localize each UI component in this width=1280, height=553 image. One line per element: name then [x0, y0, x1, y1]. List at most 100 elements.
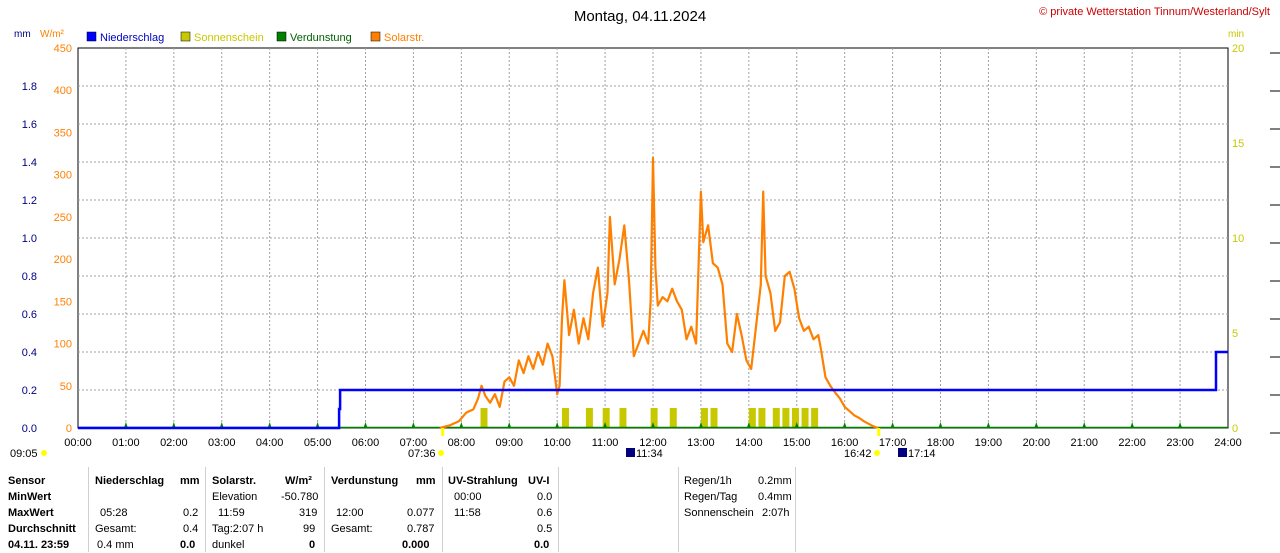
evap-unit: mm — [416, 475, 436, 487]
sonne-val: 2:07h — [762, 507, 790, 519]
evaporation-marker — [698, 422, 703, 428]
x-tick-label: 10:00 — [543, 437, 571, 449]
evaporation-marker — [603, 422, 608, 428]
series-layer — [78, 156, 1228, 430]
solar-max-time: 11:59 — [218, 507, 245, 519]
y-mm-tick-label: 1.2 — [22, 195, 37, 207]
x-tick-label: 15:00 — [783, 437, 811, 449]
evap-max-val: 0.077 — [407, 507, 435, 519]
evaporation-marker — [1034, 422, 1039, 428]
sunshine-bar — [748, 408, 756, 428]
evaporation-marker — [794, 422, 799, 428]
sunshine-bar — [561, 408, 569, 428]
credit-text: © private Wetterstation Tinnum/Westerlan… — [1039, 6, 1270, 18]
y-min-tick-label: 15 — [1232, 138, 1244, 150]
evap-total-val: 0.787 — [407, 523, 435, 535]
x-tick-label: 05:00 — [304, 437, 332, 449]
x-tick-label: 23:00 — [1166, 437, 1194, 449]
x-tick-label: 08:00 — [448, 437, 476, 449]
evap-total-label: Gesamt: — [331, 523, 373, 535]
regentag-val: 0.4mm — [758, 491, 792, 503]
x-tick-label: 03:00 — [208, 437, 236, 449]
evaporation-marker — [459, 422, 464, 428]
sunshine-bar — [619, 408, 627, 428]
x-tick-label: 24:00 — [1214, 437, 1242, 449]
evap-last-val: 0.000 — [402, 539, 430, 551]
y-min-tick-label: 10 — [1232, 233, 1244, 245]
uv-min-time: 00:00 — [454, 491, 482, 503]
x-tick-label: 02:00 — [160, 437, 188, 449]
row-label-min: MinWert — [8, 491, 52, 503]
y-mm-tick-label: 0.6 — [22, 309, 37, 321]
x-tick-label: 18:00 — [927, 437, 955, 449]
chart-title: Montag, 04.11.2024 — [574, 8, 706, 25]
solar-day-val: 99 — [303, 523, 316, 535]
x-tick-label: 20:00 — [1023, 437, 1051, 449]
solar-header: Solarstr. — [212, 475, 257, 487]
x-tick-label: 04:00 — [256, 437, 284, 449]
regentag-label: Regen/Tag — [684, 491, 738, 503]
evaporation-marker — [1130, 422, 1135, 428]
evaporation-marker — [363, 422, 368, 428]
y-w-tick-label: 350 — [54, 127, 72, 139]
evaporation-marker — [555, 422, 560, 428]
solar-line — [439, 156, 879, 430]
stats-table: Sensor MinWert MaxWert Durchschnitt 04.1… — [0, 467, 1280, 552]
y-w-tick-label: 150 — [54, 296, 72, 308]
evaporation-marker — [507, 422, 512, 428]
row-label-avg: Durchschnitt — [8, 523, 76, 535]
sun-marks: 09:05 07:36 11:34 16:42 17:14 — [10, 428, 936, 460]
y-w-tick-label: 50 — [60, 381, 72, 393]
y-w-tick-label: 250 — [54, 212, 72, 224]
legend-label: Niederschlag — [100, 32, 164, 44]
uv-max-time: 11:58 — [454, 507, 481, 519]
sunshine-bar — [772, 408, 780, 428]
y-mm-tick-label: 1.8 — [22, 81, 37, 93]
legend-swatch — [370, 31, 381, 42]
y-mm-tick-label: 0.8 — [22, 271, 37, 283]
x-tick-label: 14:00 — [735, 437, 763, 449]
legend-swatch — [86, 31, 97, 42]
evaporation-marker — [267, 422, 272, 428]
sunshine-bar — [782, 408, 790, 428]
evaporation-marker — [123, 422, 128, 428]
sunshine-bar — [585, 408, 593, 428]
x-tick-label: 12:00 — [639, 437, 667, 449]
precip-total-val: 0.4 — [183, 523, 199, 535]
y-w-tick-label: 400 — [54, 85, 72, 97]
sunshine-bar — [480, 408, 488, 428]
precip-total-label: Gesamt: — [95, 523, 137, 535]
evap-max-time: 12:00 — [336, 507, 364, 519]
precip-unit: mm — [180, 475, 200, 487]
evaporation-marker — [986, 422, 991, 428]
y-mm-tick-label: 0.4 — [22, 347, 37, 359]
evaporation-marker — [1178, 422, 1183, 428]
solar-last-val: 0 — [309, 539, 316, 551]
right-units-min: min — [1228, 29, 1244, 40]
sunshine-bar — [801, 408, 809, 428]
uv-last-val: 0.0 — [534, 539, 550, 551]
y-w-tick-label: 300 — [54, 170, 72, 182]
y-min-tick-label: 20 — [1232, 43, 1244, 55]
evaporation-marker — [746, 422, 751, 428]
moonrise-label: 09:05 — [10, 448, 38, 460]
row-label-date: 04.11. 23:59 — [8, 539, 70, 551]
sunrise-icon — [438, 450, 444, 456]
x-tick-label: 07:00 — [400, 437, 428, 449]
legend-swatch — [180, 31, 191, 42]
moonrise-icon — [41, 450, 47, 456]
y-min-tick-label: 5 — [1232, 328, 1238, 340]
evaporation-marker — [411, 422, 416, 428]
evaporation-marker — [171, 422, 176, 428]
sunset-axis-mark — [877, 428, 881, 436]
x-tick-label: 17:00 — [879, 437, 907, 449]
left-units-mm: mm — [14, 29, 31, 40]
precip-max-val: 0.2 — [183, 507, 199, 519]
sunshine-bar — [700, 408, 708, 428]
sunshine-bar — [602, 408, 610, 428]
evaporation-marker — [651, 422, 655, 428]
y-mm-tick-label: 1.4 — [22, 157, 37, 169]
grid — [77, 47, 1229, 429]
sensor-header: Sensor — [8, 475, 46, 487]
